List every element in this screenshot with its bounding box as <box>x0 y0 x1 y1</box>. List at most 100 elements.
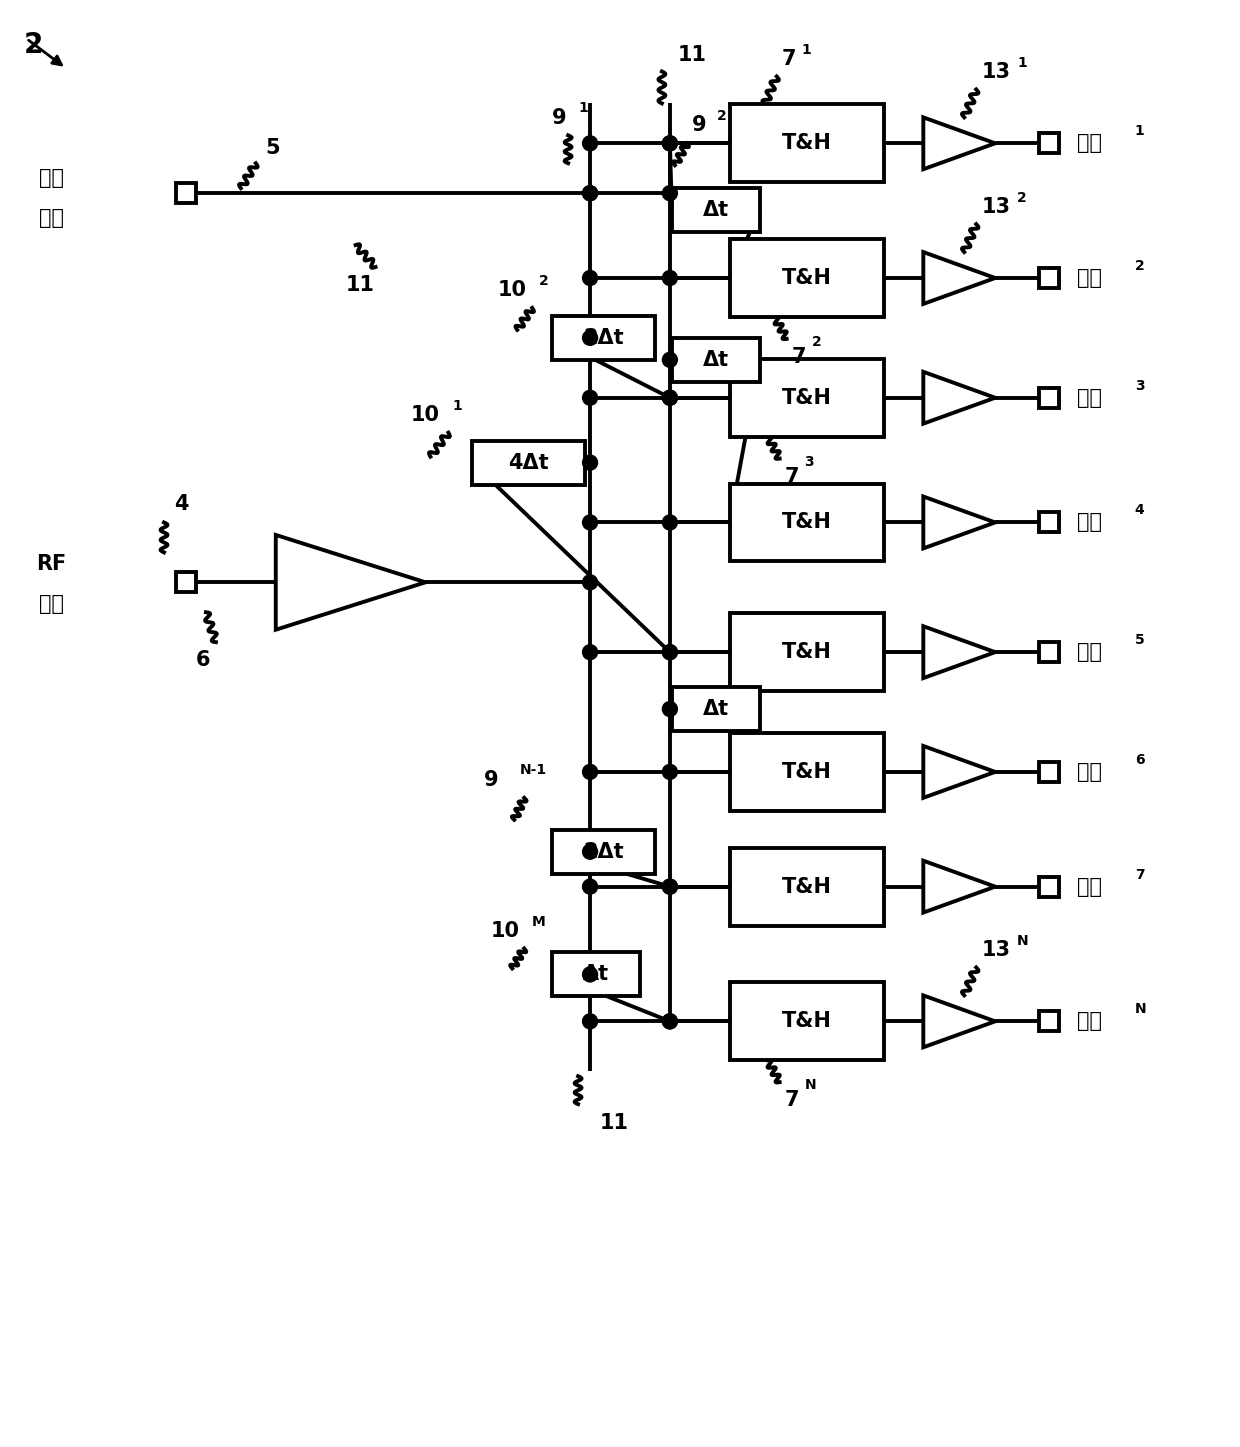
Circle shape <box>583 391 598 405</box>
Bar <box>1039 642 1059 663</box>
Text: 2: 2 <box>539 273 549 288</box>
Text: 输出: 输出 <box>1078 877 1102 897</box>
Text: 输出: 输出 <box>1078 642 1102 663</box>
Circle shape <box>662 391 677 405</box>
Text: N-1: N-1 <box>521 763 547 777</box>
Text: 9: 9 <box>692 116 707 136</box>
Text: 3: 3 <box>805 454 815 469</box>
Text: 4: 4 <box>174 495 188 515</box>
Circle shape <box>583 645 598 660</box>
Bar <box>552 952 640 997</box>
Polygon shape <box>924 996 996 1048</box>
Text: 11: 11 <box>678 45 707 65</box>
Text: T&H: T&H <box>782 763 832 781</box>
Text: 2: 2 <box>1017 191 1027 205</box>
Text: N: N <box>1135 1003 1147 1016</box>
Bar <box>730 104 884 182</box>
Text: 1: 1 <box>801 43 811 58</box>
Text: 13: 13 <box>981 941 1011 961</box>
Circle shape <box>662 880 677 894</box>
Circle shape <box>583 271 598 285</box>
Polygon shape <box>924 747 996 797</box>
Bar <box>1039 388 1059 408</box>
Text: 7: 7 <box>781 49 796 69</box>
Text: 2: 2 <box>1135 259 1145 273</box>
Text: N: N <box>1017 935 1029 948</box>
Polygon shape <box>924 372 996 424</box>
Text: 11: 11 <box>346 275 374 295</box>
Polygon shape <box>924 117 996 169</box>
Polygon shape <box>924 496 996 548</box>
Circle shape <box>662 764 677 780</box>
Text: 9: 9 <box>485 770 498 790</box>
Text: 2: 2 <box>24 30 42 58</box>
Circle shape <box>583 330 598 346</box>
Circle shape <box>583 844 598 860</box>
Text: T&H: T&H <box>782 512 832 532</box>
Text: 7: 7 <box>785 1090 799 1110</box>
Text: 10: 10 <box>410 405 439 424</box>
Text: 1: 1 <box>1135 124 1145 139</box>
Text: 1: 1 <box>578 101 588 116</box>
Text: 13: 13 <box>981 62 1011 82</box>
Circle shape <box>662 702 677 716</box>
Circle shape <box>662 136 677 150</box>
Text: 输出: 输出 <box>1078 1011 1102 1032</box>
Text: 输出: 输出 <box>1078 268 1102 288</box>
Bar <box>1039 1011 1059 1032</box>
Text: Δt: Δt <box>703 350 729 370</box>
Bar <box>730 614 884 692</box>
Circle shape <box>662 645 677 660</box>
Polygon shape <box>924 252 996 304</box>
Bar <box>730 734 884 810</box>
Text: 5: 5 <box>265 139 280 158</box>
Circle shape <box>662 185 677 201</box>
Text: T&H: T&H <box>782 133 832 153</box>
Circle shape <box>583 880 598 894</box>
Bar <box>730 239 884 317</box>
Text: Δt: Δt <box>703 699 729 719</box>
Text: M: M <box>532 915 546 929</box>
Text: 4: 4 <box>1135 504 1145 518</box>
Bar <box>552 315 655 360</box>
Text: 13: 13 <box>981 197 1011 217</box>
Bar <box>672 188 760 232</box>
Circle shape <box>583 456 598 470</box>
Circle shape <box>662 352 677 368</box>
Text: 激光: 激光 <box>38 168 63 188</box>
Text: 4Δt: 4Δt <box>508 453 549 473</box>
Circle shape <box>583 185 598 201</box>
Circle shape <box>583 764 598 780</box>
Text: RF: RF <box>36 554 67 574</box>
Circle shape <box>583 1014 598 1029</box>
Bar <box>472 441 585 485</box>
Text: Δt: Δt <box>583 965 609 984</box>
Text: 7: 7 <box>785 466 799 486</box>
Text: 7: 7 <box>1135 868 1145 881</box>
Text: 10: 10 <box>497 279 526 300</box>
Circle shape <box>583 967 598 983</box>
Text: 1: 1 <box>1017 56 1027 71</box>
Bar <box>730 359 884 437</box>
Text: 9: 9 <box>552 109 567 129</box>
Text: 6: 6 <box>1135 752 1145 767</box>
Bar <box>1039 763 1059 781</box>
Text: 输出: 输出 <box>1078 133 1102 153</box>
Circle shape <box>662 645 677 660</box>
Bar <box>176 184 196 203</box>
Text: 7: 7 <box>791 347 806 368</box>
Circle shape <box>662 880 677 894</box>
Circle shape <box>583 136 598 150</box>
Text: 输出: 输出 <box>1078 512 1102 532</box>
Bar <box>1039 133 1059 153</box>
Text: 10: 10 <box>490 920 520 941</box>
Bar <box>1039 512 1059 532</box>
Text: 6: 6 <box>196 650 211 670</box>
Text: T&H: T&H <box>782 1011 832 1032</box>
Circle shape <box>662 1014 677 1029</box>
Circle shape <box>662 515 677 530</box>
Circle shape <box>662 136 677 150</box>
Circle shape <box>662 1014 677 1029</box>
Text: 2: 2 <box>717 110 727 123</box>
Polygon shape <box>275 535 425 629</box>
